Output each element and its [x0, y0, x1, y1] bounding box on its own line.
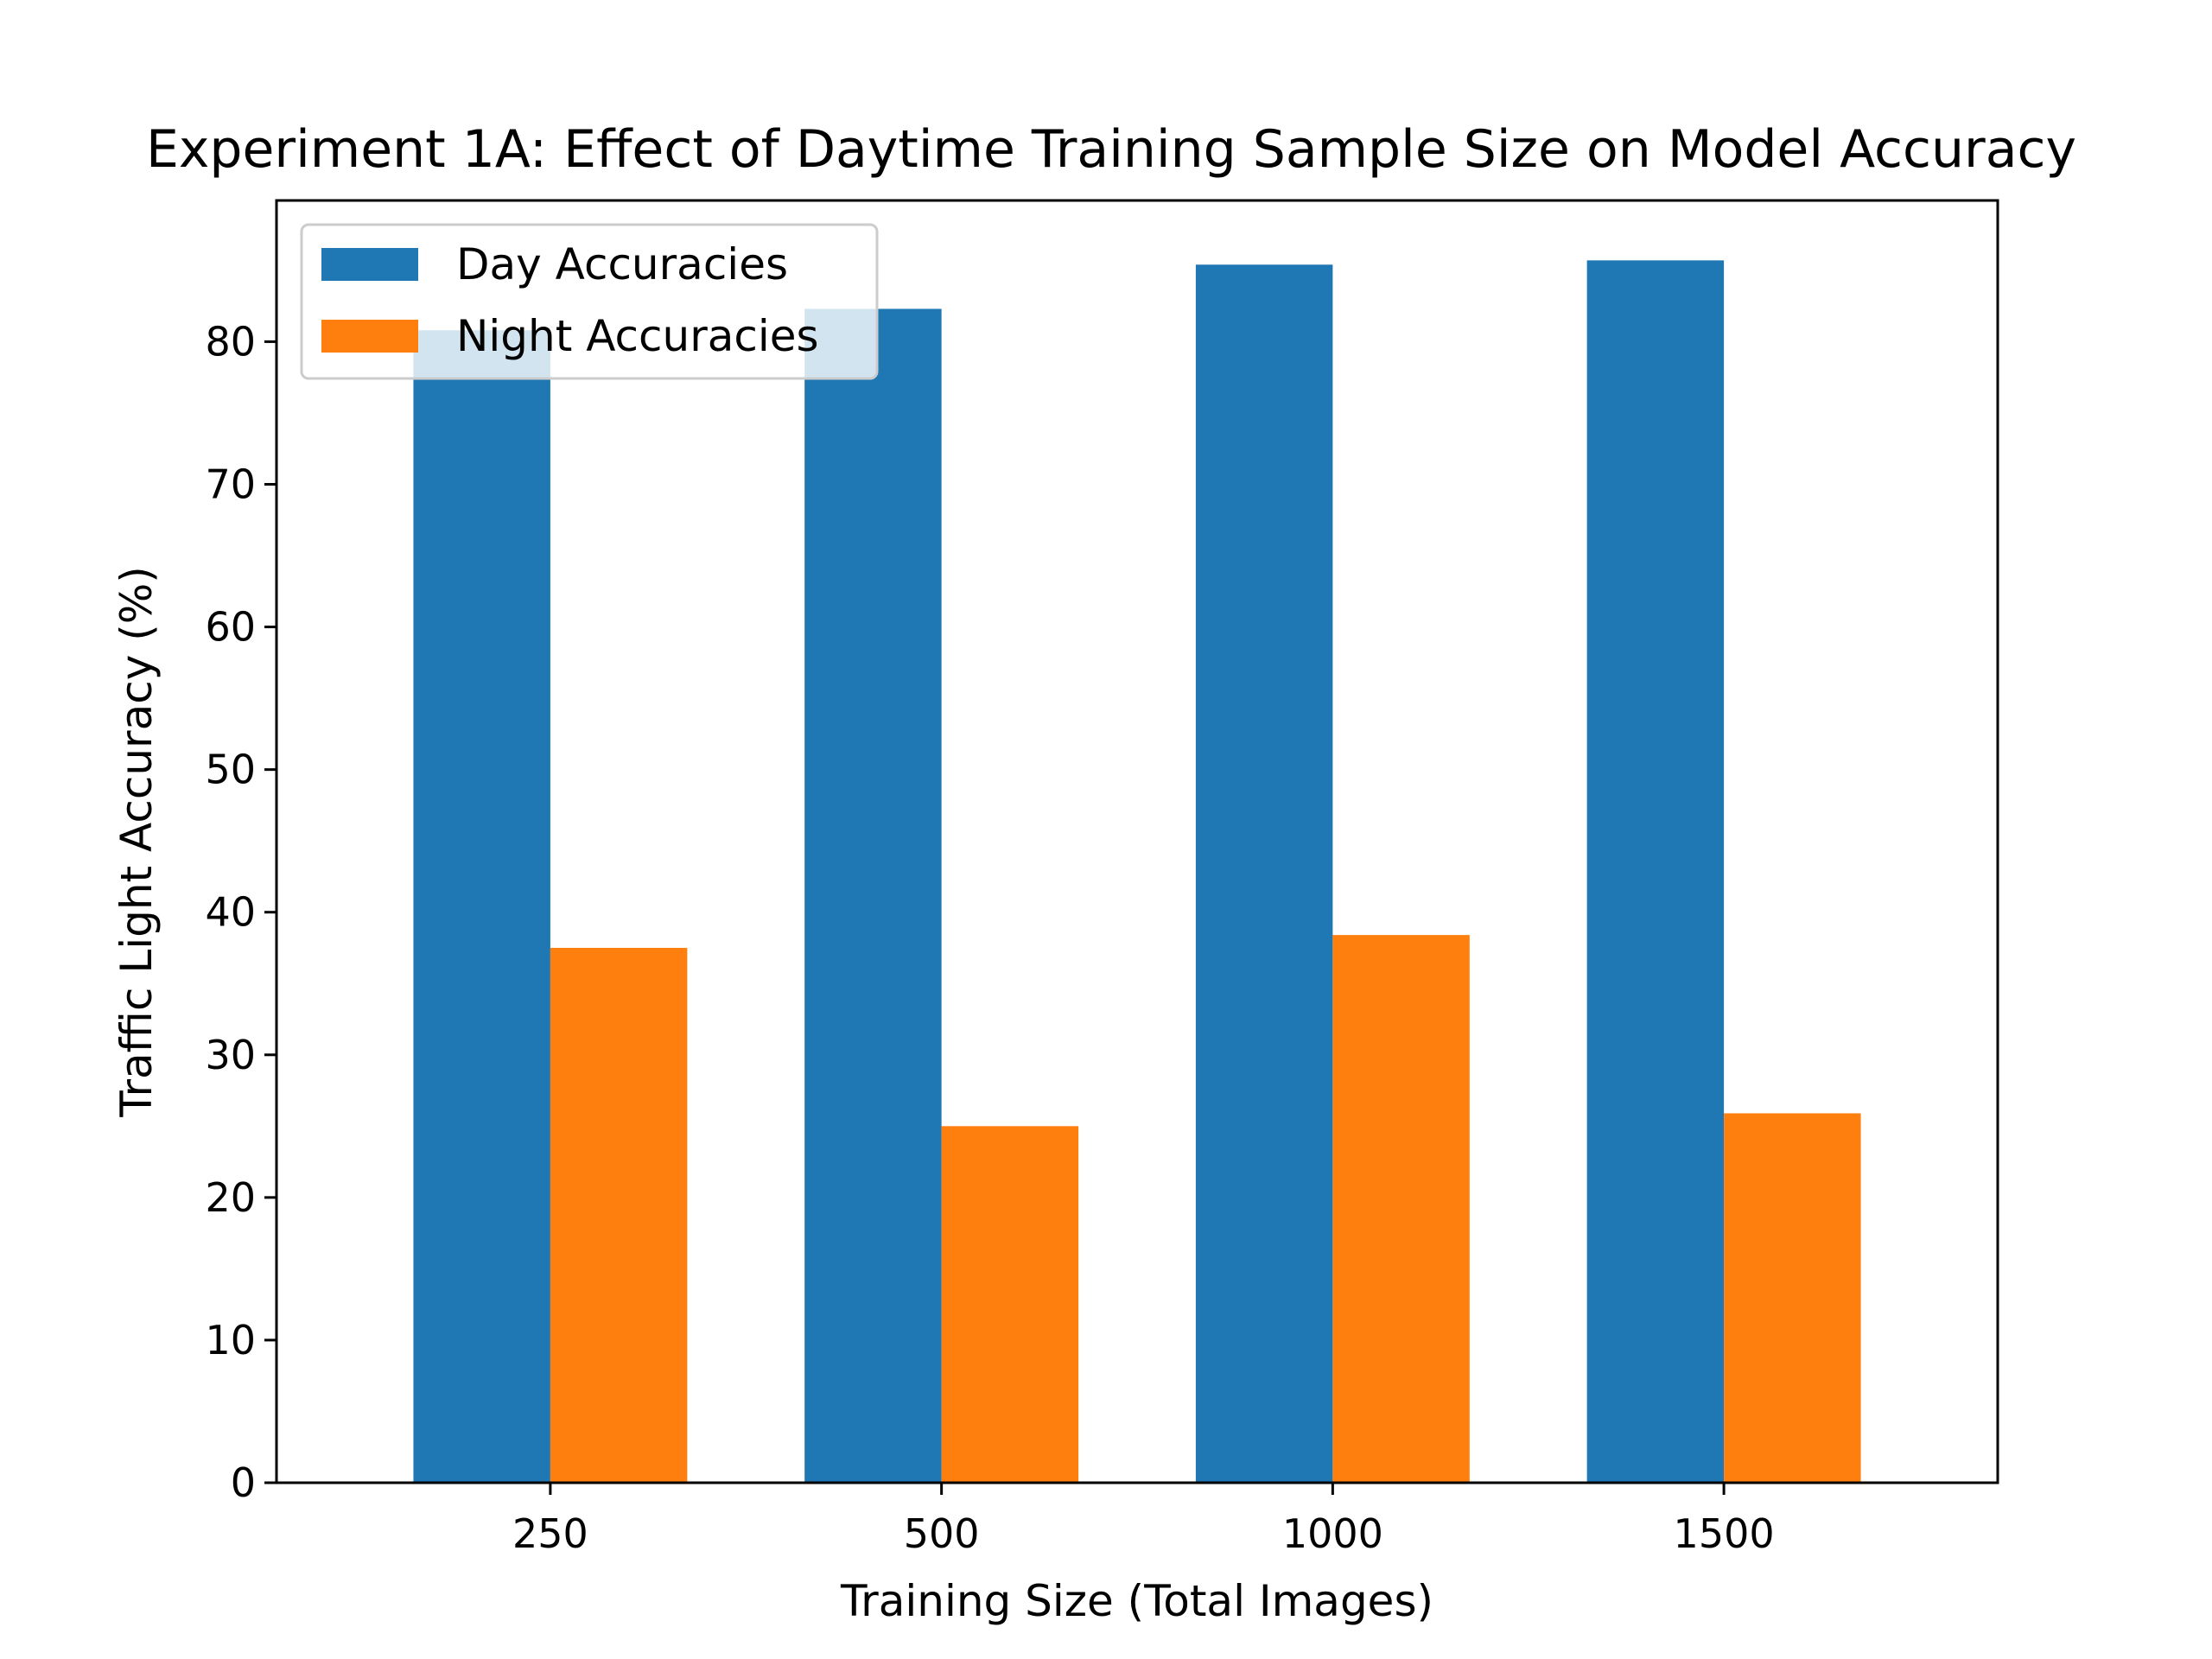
- x-tick-label-250: 250: [512, 1510, 588, 1557]
- legend-box: [300, 223, 879, 380]
- y-tick-label: 30: [205, 1032, 256, 1078]
- y-tick-label: 0: [231, 1459, 256, 1506]
- bar-day-1000: [1195, 264, 1333, 1484]
- bar-night-1500: [1724, 1113, 1861, 1483]
- bar-day-500: [804, 308, 942, 1483]
- y-tick-label: 70: [205, 461, 256, 507]
- y-tick-label: 20: [205, 1174, 256, 1221]
- bars-group: [413, 260, 1861, 1484]
- bar-night-250: [550, 947, 688, 1483]
- legend-label-day: Day Accuracies: [456, 239, 788, 289]
- x-axis-label: Training Size (Total Images): [840, 1576, 1433, 1626]
- chart-title: Experiment 1A: Effect of Daytime Trainin…: [146, 119, 2076, 180]
- y-tick-label: 50: [205, 747, 256, 793]
- bar-night-500: [941, 1126, 1079, 1483]
- y-tick-label: 80: [205, 318, 256, 365]
- x-tick-label-1500: 1500: [1674, 1510, 1775, 1557]
- plot-frame: [275, 199, 1999, 1484]
- x-tick-label-500: 500: [904, 1510, 980, 1557]
- y-tick-label: 60: [205, 604, 256, 651]
- y-axis-label: Traffic Light Accuracy (%): [111, 566, 162, 1117]
- bar-day-1500: [1586, 260, 1725, 1484]
- bar-day-250: [413, 330, 550, 1483]
- x-axis: 250 500 1000 1500: [512, 1483, 1775, 1557]
- x-tick-label-1000: 1000: [1282, 1510, 1383, 1557]
- legend-label-night: Night Accuracies: [456, 311, 819, 361]
- bar-night-1000: [1332, 935, 1470, 1483]
- legend: Day Accuracies Night Accuracies: [300, 223, 879, 380]
- y-tick-label: 40: [205, 889, 256, 936]
- y-tick-label: 10: [205, 1317, 256, 1363]
- legend-swatch-night: [321, 320, 418, 353]
- legend-swatch-day: [321, 248, 418, 281]
- y-axis: 0 10 20 30 40 50 60 70 80: [205, 318, 276, 1506]
